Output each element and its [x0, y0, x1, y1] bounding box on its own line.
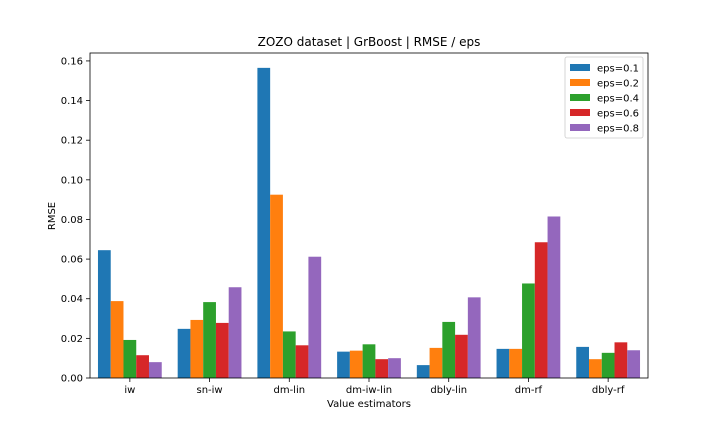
bar-sn-iw-eps=0.1: [177, 328, 191, 378]
bar-dbly-lin-eps=0.4: [442, 321, 456, 378]
bar-dm-lin-eps=0.4: [282, 331, 296, 378]
bars-layer: [97, 67, 641, 379]
bar-dm-iw-lin-eps=0.8: [388, 358, 401, 378]
y-tick-label: 0.08: [61, 215, 83, 226]
bar-sn-iw-eps=0.6: [215, 322, 229, 378]
y-tick-label: 0.06: [61, 255, 83, 266]
y-tick-label: 0.16: [61, 56, 83, 67]
bar-dbly-lin-eps=0.8: [467, 297, 481, 378]
bar-dm-rf-eps=0.8: [547, 216, 561, 378]
bar-iw-eps=0.8: [148, 362, 162, 378]
bar-dm-iw-lin-eps=0.6: [375, 359, 389, 378]
y-tick-label: 0.10: [61, 175, 83, 186]
bar-dm-lin-eps=0.6: [295, 345, 309, 378]
legend-label: eps=0.6: [597, 109, 639, 120]
bar-dbly-lin-eps=0.1: [416, 365, 430, 378]
x-tick-label: iw: [124, 385, 135, 396]
legend-label: eps=0.4: [597, 94, 639, 105]
chart-title: ZOZO dataset | GrBoost | RMSE / eps: [258, 35, 481, 49]
x-tick-label: sn-iw: [197, 385, 223, 396]
bar-dbly-lin-eps=0.2: [429, 347, 443, 378]
y-tick-label: 0.02: [61, 334, 83, 345]
bar-iw-eps=0.6: [136, 355, 149, 378]
bar-iw-eps=0.1: [97, 250, 111, 378]
legend-swatch: [570, 124, 590, 131]
bar-dm-iw-lin-eps=0.1: [337, 351, 350, 378]
bar-sn-iw-eps=0.8: [228, 287, 242, 378]
bar-dbly-rf-eps=0.1: [576, 346, 590, 378]
bar-dbly-lin-eps=0.6: [455, 334, 468, 378]
bar-dm-lin-eps=0.1: [257, 67, 271, 379]
bar-dbly-rf-eps=0.8: [627, 350, 641, 378]
bar-iw-eps=0.2: [110, 301, 124, 378]
bar-dm-rf-eps=0.6: [534, 242, 548, 378]
bar-dbly-rf-eps=0.4: [601, 352, 615, 378]
bar-sn-iw-eps=0.4: [203, 302, 216, 378]
plot-frame: [89, 52, 649, 379]
bar-dm-rf-eps=0.1: [496, 348, 510, 378]
legend-swatch: [570, 94, 590, 101]
legend-swatch: [570, 64, 590, 71]
x-tick-label: dbly-lin: [430, 385, 467, 396]
legend-swatch: [570, 79, 590, 86]
bar-dm-iw-lin-eps=0.4: [362, 344, 376, 378]
x-tick-label: dbly-rf: [592, 385, 625, 396]
y-tick-label: 0.04: [61, 294, 83, 305]
bar-sn-iw-eps=0.2: [190, 319, 204, 378]
x-axis-label: Value estimators: [327, 399, 411, 410]
bar-dm-rf-eps=0.2: [509, 348, 523, 378]
bar-dbly-rf-eps=0.2: [589, 359, 602, 378]
bar-dm-lin-eps=0.2: [270, 194, 283, 378]
bar-dm-rf-eps=0.4: [522, 283, 535, 378]
bar-dm-iw-lin-eps=0.2: [349, 350, 363, 378]
bar-dm-lin-eps=0.8: [308, 256, 322, 378]
legend-label: eps=0.8: [597, 124, 639, 135]
legend-label: eps=0.2: [597, 79, 639, 90]
bar-iw-eps=0.4: [123, 339, 137, 378]
y-tick-label: 0.14: [61, 96, 83, 107]
y-axis-label: RMSE: [47, 202, 58, 230]
x-tick-label: dm-iw-lin: [346, 385, 392, 396]
x-tick-label: dm-rf: [515, 385, 543, 396]
bar-dbly-rf-eps=0.6: [614, 342, 628, 378]
legend-swatch: [570, 109, 590, 116]
x-tick-label: dm-lin: [273, 385, 305, 396]
y-tick-label: 0.12: [61, 136, 83, 147]
y-tick-label: 0.00: [61, 374, 83, 385]
legend: eps=0.1 eps=0.2 eps=0.4 eps=0.6 eps=0.8: [564, 56, 644, 139]
x-axis: iw sn-iw dm-lin dm-iw-lin dbly-lin dm-rf dbly-…: [124, 378, 625, 396]
y-axis: 0.00 0.02 0.04 0.06 0.08 0.10 0.12 0.14 0.16: [61, 56, 90, 385]
legend-label: eps=0.1: [597, 64, 639, 75]
legend-box: [564, 56, 644, 139]
